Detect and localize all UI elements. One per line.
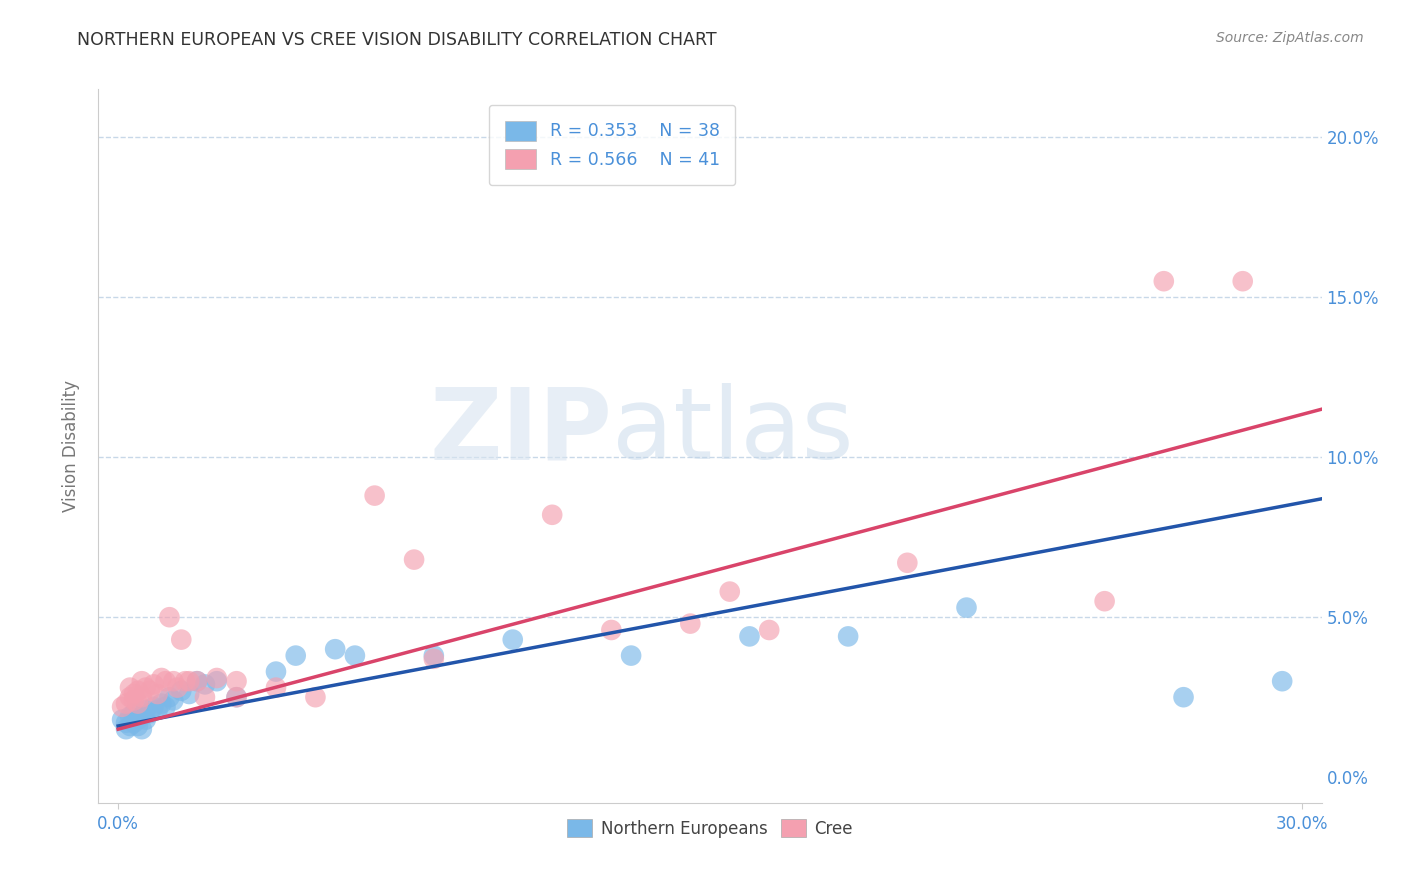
Point bbox=[541, 508, 564, 522]
Point bbox=[264, 681, 287, 695]
Point bbox=[1173, 690, 1195, 705]
Point bbox=[162, 674, 184, 689]
Point bbox=[679, 616, 702, 631]
Point bbox=[135, 681, 157, 695]
Y-axis label: Vision Disability: Vision Disability bbox=[62, 380, 80, 512]
Point bbox=[1232, 274, 1254, 288]
Point bbox=[1271, 674, 1294, 689]
Point bbox=[138, 683, 160, 698]
Point bbox=[205, 671, 228, 685]
Point bbox=[179, 674, 201, 689]
Point bbox=[122, 693, 145, 707]
Point bbox=[150, 671, 173, 685]
Point bbox=[159, 610, 181, 624]
Point bbox=[423, 648, 446, 663]
Point bbox=[502, 632, 524, 647]
Point bbox=[738, 629, 761, 643]
Point bbox=[166, 681, 188, 695]
Point bbox=[264, 665, 287, 679]
Point bbox=[135, 703, 157, 717]
Point bbox=[118, 681, 141, 695]
Point bbox=[225, 690, 247, 705]
Point bbox=[146, 703, 169, 717]
Point bbox=[343, 648, 366, 663]
Point bbox=[896, 556, 918, 570]
Point bbox=[131, 690, 153, 705]
Point bbox=[155, 699, 177, 714]
Point bbox=[142, 699, 165, 714]
Legend: Northern Europeans, Cree: Northern Europeans, Cree bbox=[561, 813, 859, 845]
Point bbox=[205, 674, 228, 689]
Point bbox=[122, 706, 145, 721]
Point bbox=[363, 489, 385, 503]
Point bbox=[1094, 594, 1116, 608]
Point bbox=[118, 690, 141, 705]
Point bbox=[131, 709, 153, 723]
Point bbox=[138, 706, 160, 721]
Point bbox=[131, 674, 153, 689]
Point bbox=[122, 687, 145, 701]
Point bbox=[118, 719, 141, 733]
Point bbox=[118, 709, 141, 723]
Point bbox=[131, 722, 153, 736]
Point bbox=[115, 697, 138, 711]
Point bbox=[111, 699, 134, 714]
Point bbox=[142, 677, 165, 691]
Point bbox=[135, 713, 157, 727]
Point bbox=[600, 623, 623, 637]
Point bbox=[179, 687, 201, 701]
Point bbox=[127, 719, 149, 733]
Point bbox=[146, 687, 169, 701]
Point bbox=[758, 623, 780, 637]
Point bbox=[718, 584, 741, 599]
Point bbox=[837, 629, 859, 643]
Point bbox=[150, 697, 173, 711]
Text: ZIP: ZIP bbox=[429, 384, 612, 480]
Point bbox=[1153, 274, 1175, 288]
Point bbox=[423, 652, 446, 666]
Point bbox=[170, 683, 193, 698]
Point bbox=[115, 715, 138, 730]
Text: atlas: atlas bbox=[612, 384, 853, 480]
Point bbox=[127, 683, 149, 698]
Point bbox=[194, 690, 217, 705]
Point bbox=[111, 713, 134, 727]
Point bbox=[122, 715, 145, 730]
Point bbox=[174, 674, 197, 689]
Point bbox=[620, 648, 643, 663]
Point bbox=[955, 600, 977, 615]
Point bbox=[304, 690, 326, 705]
Point bbox=[115, 722, 138, 736]
Point bbox=[127, 697, 149, 711]
Text: Source: ZipAtlas.com: Source: ZipAtlas.com bbox=[1216, 31, 1364, 45]
Point bbox=[186, 674, 208, 689]
Point bbox=[159, 690, 181, 705]
Point bbox=[194, 677, 217, 691]
Point bbox=[170, 632, 193, 647]
Point bbox=[155, 674, 177, 689]
Point bbox=[225, 690, 247, 705]
Point bbox=[162, 693, 184, 707]
Point bbox=[186, 674, 208, 689]
Point bbox=[404, 552, 426, 566]
Point bbox=[127, 713, 149, 727]
Text: NORTHERN EUROPEAN VS CREE VISION DISABILITY CORRELATION CHART: NORTHERN EUROPEAN VS CREE VISION DISABIL… bbox=[77, 31, 717, 49]
Point bbox=[284, 648, 307, 663]
Point bbox=[323, 642, 346, 657]
Point bbox=[225, 674, 247, 689]
